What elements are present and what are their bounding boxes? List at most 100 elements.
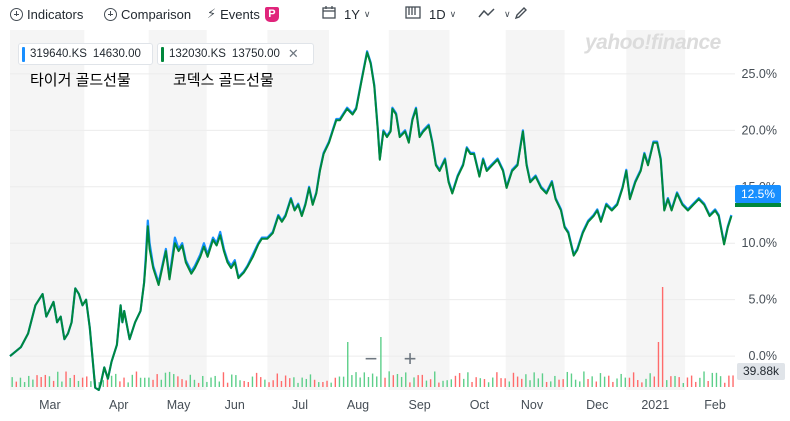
draw-button[interactable] <box>514 4 532 24</box>
volume-bar <box>487 382 490 387</box>
volume-bar <box>260 377 262 387</box>
comparison-button[interactable]: Comparison <box>104 4 191 24</box>
volume-bar <box>32 379 34 387</box>
x-tick-label: Jun <box>225 398 245 412</box>
close-icon[interactable]: ✕ <box>287 46 299 61</box>
volume-bar <box>40 377 42 387</box>
volume-bar <box>417 375 419 387</box>
volume-bar <box>152 379 154 387</box>
current-value-badge: 12.5% <box>735 185 781 203</box>
price-chart[interactable]: 25.0%20.0%15.0%10.0%5.0%0.0% MarAprMayJu… <box>0 30 790 421</box>
volume-bar <box>202 375 204 387</box>
legend-symbol: 132030.KS <box>169 48 226 60</box>
volume-bar <box>284 375 287 387</box>
volume-bar <box>326 380 328 387</box>
chevron-down-icon: ∨ <box>363 8 371 19</box>
y-tick-label: 20.0% <box>742 123 777 137</box>
volume-bar <box>338 376 341 387</box>
volume-bar <box>562 379 564 387</box>
volume-bar <box>554 375 556 387</box>
legend-item-319640[interactable]: 319640.KS 14630.00 <box>18 43 153 65</box>
zoom-out-button[interactable]: − <box>364 346 378 371</box>
volume-bar <box>222 372 225 387</box>
line-chart-icon <box>478 7 496 22</box>
indicators-button[interactable]: Indicators <box>10 4 83 24</box>
x-tick-label: Feb <box>704 398 726 412</box>
x-tick-label: Mar <box>39 398 61 412</box>
volume-bar <box>541 373 544 387</box>
volume-bar <box>434 371 436 387</box>
volume-bar <box>719 376 722 387</box>
volume-bar <box>322 382 324 387</box>
volume-bar <box>210 377 212 387</box>
volume-bar <box>289 378 291 387</box>
volume-bar <box>239 380 241 387</box>
volume-bar <box>463 378 465 387</box>
series-name-kodex: 코덱스 골드선물 <box>173 72 274 89</box>
chart-type-selector[interactable]: ∨ <box>478 4 511 24</box>
volume-bar <box>649 373 651 387</box>
month-band <box>267 30 329 390</box>
volume-bar <box>525 374 527 387</box>
plus-circle-icon <box>104 7 117 21</box>
volume-bar <box>57 371 59 387</box>
volume-bar <box>119 381 121 387</box>
series-name-tiger: 타이거 골드선물 <box>30 72 131 89</box>
volume-bar <box>479 378 482 387</box>
zoom-in-button[interactable]: + <box>403 346 417 371</box>
volume-bar <box>52 380 55 387</box>
volume-bar <box>496 372 498 387</box>
x-tick-label: Apr <box>109 398 128 412</box>
volume-bar <box>388 371 390 387</box>
month-band <box>626 30 686 390</box>
range-selector[interactable]: 1Y ∨ <box>322 4 371 24</box>
volume-bar <box>11 377 13 387</box>
volume-bar <box>392 375 395 387</box>
volume-bar <box>637 380 639 387</box>
volume-bar <box>678 377 680 387</box>
volume-bar <box>612 381 614 387</box>
volume-bar <box>421 374 424 387</box>
volume-bar <box>425 380 428 387</box>
calendar-icon <box>322 6 336 22</box>
interval-selector[interactable]: 1D ∨ <box>405 4 456 24</box>
volume-bar <box>86 376 88 387</box>
volume-bar <box>189 374 192 387</box>
y-tick-label: 25.0% <box>742 67 777 81</box>
volume-bar <box>624 377 627 387</box>
volume-bar <box>376 376 378 387</box>
volume-bar <box>231 374 233 387</box>
volume-bar <box>380 337 382 387</box>
volume-bar <box>608 375 610 387</box>
volume-bar <box>342 376 345 387</box>
volume-bar <box>579 381 581 387</box>
volume-bar <box>367 377 370 387</box>
month-band <box>148 30 207 390</box>
volume-bar <box>450 379 453 387</box>
volume-badge: 39.88k <box>737 363 785 380</box>
volume-bar <box>301 377 303 387</box>
volume-bar <box>657 342 660 387</box>
volume-bar <box>508 381 511 387</box>
range-label: 1Y <box>344 6 360 22</box>
volume-bar <box>272 380 274 387</box>
volume-bar <box>309 374 312 387</box>
volume-bar <box>537 378 540 387</box>
chevron-down-icon: ∨ <box>449 8 457 19</box>
volume-bar <box>197 382 200 387</box>
lightning-icon: ⚡ <box>207 6 217 21</box>
volume-bar <box>438 382 440 387</box>
volume-bar <box>313 379 316 387</box>
volume-bar <box>255 372 258 387</box>
volume-bar <box>587 378 589 387</box>
volume-bar <box>235 375 237 387</box>
volume-bar <box>135 371 138 387</box>
volume-bar <box>521 378 523 387</box>
volume-bar <box>471 381 473 387</box>
events-button[interactable]: ⚡ Events P <box>207 4 279 24</box>
volume-bar <box>442 380 444 387</box>
legend-item-132030[interactable]: 132030.KS 13750.00 ✕ <box>157 43 314 65</box>
volume-bar <box>728 375 730 387</box>
volume-bars <box>11 287 734 387</box>
volume-bar <box>139 377 142 387</box>
